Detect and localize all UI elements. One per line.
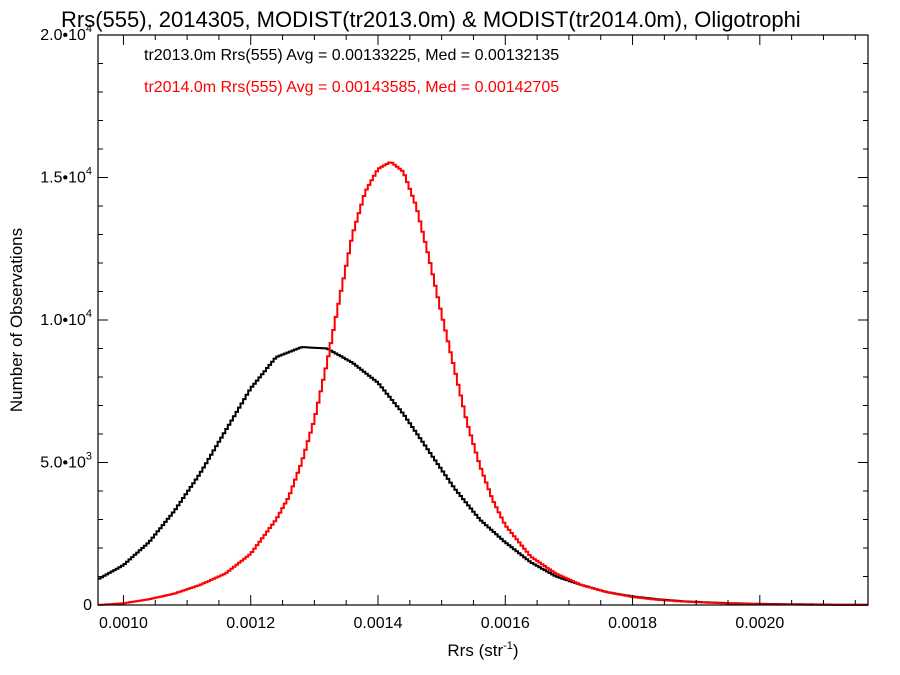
- legend-entry-1: tr2013.0m Rrs(555) Avg = 0.00133225, Med…: [144, 47, 559, 64]
- x-tick-label: 0.0020: [735, 615, 784, 632]
- x-tick-label: 0.0010: [99, 615, 148, 632]
- series-2-line: [98, 161, 868, 606]
- y-axis-label: Number of Observations: [7, 228, 26, 412]
- tick-layer: 0.0010 0.0012 0.0014 0.0016 0.0018 0.0020 0 5.0…: [40, 23, 868, 632]
- series-layer: [98, 161, 868, 606]
- y-tick-label: 1.0•104: [40, 308, 92, 329]
- y-tick-label: 1.5•104: [40, 166, 92, 187]
- y-tick-label: 5.0•103: [40, 451, 92, 472]
- x-tick-label: 0.0018: [608, 615, 657, 632]
- chart-title: Rrs(555), 2014305, MODIST(tr2013.0m) & M…: [61, 7, 801, 32]
- x-tick-label: 0.0012: [226, 615, 275, 632]
- x-axis-label: Rrs (str-1): [447, 640, 518, 660]
- x-tick-label: 0.0014: [354, 615, 403, 632]
- legend-entry-2: tr2014.0m Rrs(555) Avg = 0.00143585, Med…: [144, 79, 559, 96]
- y-tick-label: 2.0•104: [40, 23, 92, 44]
- x-tick-label: 0.0016: [481, 615, 530, 632]
- y-tick-label: 0: [83, 597, 92, 614]
- plot-frame: [97, 34, 869, 606]
